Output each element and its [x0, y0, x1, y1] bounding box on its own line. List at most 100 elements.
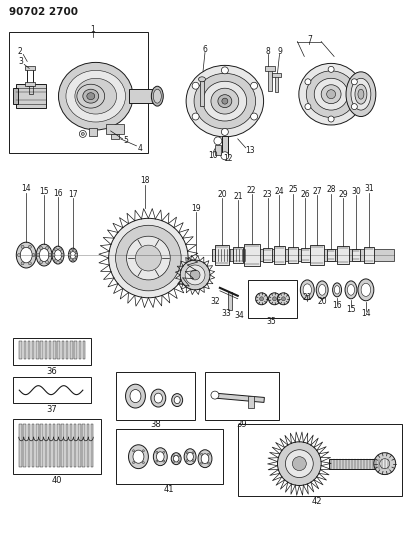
Circle shape — [116, 225, 181, 291]
Circle shape — [68, 254, 71, 256]
Text: 37: 37 — [47, 405, 57, 414]
Circle shape — [73, 249, 76, 252]
Bar — [78, 424, 81, 466]
Ellipse shape — [87, 93, 95, 100]
Ellipse shape — [156, 452, 164, 462]
Bar — [19, 342, 22, 359]
Text: 10: 10 — [208, 151, 218, 160]
Circle shape — [52, 254, 55, 256]
Bar — [263, 248, 272, 262]
Ellipse shape — [358, 279, 374, 301]
Circle shape — [351, 103, 357, 110]
Circle shape — [192, 459, 194, 462]
Circle shape — [221, 67, 228, 74]
Ellipse shape — [211, 88, 239, 114]
Ellipse shape — [153, 89, 161, 103]
Ellipse shape — [125, 384, 145, 408]
Circle shape — [54, 260, 57, 262]
Bar — [91, 424, 93, 466]
Circle shape — [285, 450, 313, 478]
Circle shape — [251, 113, 258, 120]
Text: 21: 21 — [233, 192, 243, 201]
Circle shape — [351, 79, 357, 85]
Bar — [83, 342, 85, 359]
Circle shape — [48, 254, 51, 256]
Circle shape — [186, 452, 188, 454]
Ellipse shape — [151, 86, 163, 106]
Circle shape — [278, 442, 321, 486]
Bar — [13, 337, 91, 365]
Circle shape — [127, 236, 170, 280]
Circle shape — [256, 293, 267, 305]
Circle shape — [79, 131, 86, 138]
Circle shape — [192, 113, 199, 120]
Bar — [233, 247, 243, 263]
Circle shape — [28, 245, 31, 248]
Circle shape — [142, 450, 144, 452]
Ellipse shape — [203, 81, 247, 121]
Text: 31: 31 — [364, 184, 374, 193]
Bar — [310, 245, 324, 265]
Bar — [49, 424, 51, 466]
Ellipse shape — [151, 389, 166, 407]
Bar — [200, 81, 204, 106]
Bar — [244, 244, 260, 266]
Circle shape — [39, 261, 43, 264]
Circle shape — [163, 460, 165, 462]
Bar — [274, 246, 285, 264]
Bar — [116, 372, 195, 420]
Circle shape — [156, 460, 158, 462]
Ellipse shape — [355, 84, 367, 104]
Bar — [40, 342, 43, 359]
Text: 41: 41 — [164, 485, 175, 494]
Ellipse shape — [201, 454, 209, 464]
Circle shape — [180, 260, 210, 290]
Bar — [248, 396, 254, 408]
Ellipse shape — [184, 449, 196, 465]
Circle shape — [221, 128, 228, 135]
Bar — [25, 67, 35, 70]
Circle shape — [201, 453, 203, 455]
Ellipse shape — [351, 78, 371, 110]
Circle shape — [260, 297, 264, 301]
Text: 29: 29 — [338, 190, 348, 199]
Circle shape — [214, 137, 222, 145]
Text: 20: 20 — [217, 190, 227, 199]
Ellipse shape — [199, 77, 206, 82]
Bar — [53, 342, 56, 359]
Bar — [36, 424, 39, 466]
Text: 27: 27 — [313, 187, 322, 196]
Text: 90702 2700: 90702 2700 — [9, 7, 78, 17]
Circle shape — [18, 254, 20, 256]
Text: 38: 38 — [150, 421, 161, 430]
Text: 2: 2 — [18, 47, 23, 56]
Text: 15: 15 — [39, 187, 49, 196]
Bar — [70, 342, 72, 359]
Circle shape — [208, 462, 210, 464]
Circle shape — [21, 262, 24, 265]
Text: 23: 23 — [263, 190, 272, 199]
Text: 18: 18 — [141, 176, 150, 185]
Text: 7: 7 — [307, 35, 312, 44]
Text: 35: 35 — [267, 317, 276, 326]
Bar — [13, 88, 18, 104]
Bar — [19, 424, 22, 466]
Circle shape — [54, 248, 57, 251]
Text: 32: 32 — [210, 297, 220, 306]
Bar — [28, 424, 30, 466]
Circle shape — [305, 103, 311, 110]
Bar — [214, 393, 265, 402]
Text: 8: 8 — [265, 47, 270, 56]
Text: 20: 20 — [317, 297, 327, 306]
Bar — [265, 67, 274, 71]
Text: 3: 3 — [19, 57, 24, 66]
Ellipse shape — [327, 90, 336, 99]
Ellipse shape — [187, 453, 193, 461]
Ellipse shape — [300, 280, 314, 300]
Text: 34: 34 — [235, 311, 245, 320]
Circle shape — [32, 254, 35, 256]
Bar — [29, 86, 33, 94]
Circle shape — [208, 453, 210, 455]
Circle shape — [328, 67, 334, 72]
Ellipse shape — [16, 242, 36, 268]
